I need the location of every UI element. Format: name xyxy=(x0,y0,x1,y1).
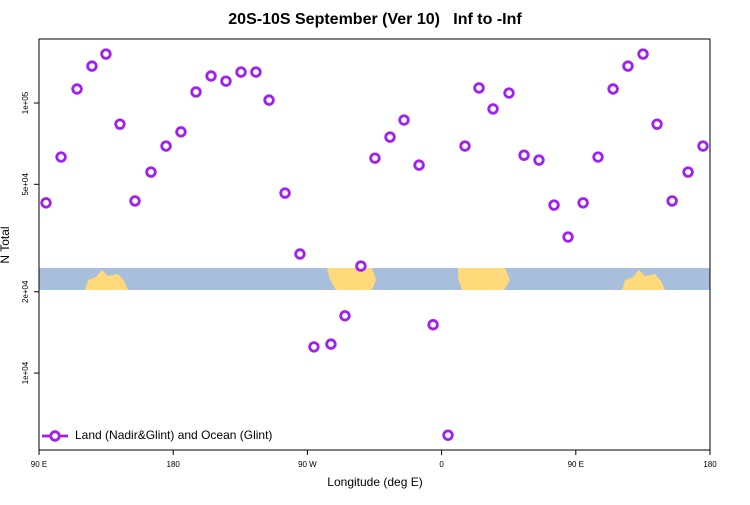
y-tick-label: 1e+04 xyxy=(21,361,30,384)
point xyxy=(263,94,275,106)
legend-marker xyxy=(49,430,61,442)
y-tick-label: 2e+04 xyxy=(21,280,30,303)
point xyxy=(100,48,112,60)
point xyxy=(279,187,291,199)
point xyxy=(651,118,663,130)
point xyxy=(548,199,560,211)
x-tick-label: 90 W xyxy=(298,460,317,469)
point xyxy=(607,83,619,95)
point xyxy=(71,83,83,95)
point xyxy=(339,310,351,322)
point xyxy=(145,166,157,178)
point xyxy=(86,60,98,72)
point xyxy=(622,60,634,72)
legend-label: Land (Nadir&Glint) and Ocean (Glint) xyxy=(75,428,272,442)
point xyxy=(442,429,454,441)
point xyxy=(413,159,425,171)
point xyxy=(533,154,545,166)
point xyxy=(220,75,232,87)
point xyxy=(250,66,262,78)
x-tick-label: 90 E xyxy=(568,460,584,469)
map-band xyxy=(39,268,710,290)
point xyxy=(325,338,337,350)
point xyxy=(55,151,67,163)
point xyxy=(592,151,604,163)
x-tick-label: 180 xyxy=(703,460,717,469)
point xyxy=(577,197,589,209)
point xyxy=(697,140,709,152)
point xyxy=(427,319,439,331)
point xyxy=(473,82,485,94)
point xyxy=(190,86,202,98)
point xyxy=(235,66,247,78)
chart-title: 20S-10S September (Ver 10) Inf to -Inf xyxy=(228,11,522,28)
x-tick-label: 90 E xyxy=(31,460,47,469)
x-axis-label: Longitude (deg E) xyxy=(327,475,422,489)
point xyxy=(175,126,187,138)
point xyxy=(384,131,396,143)
point xyxy=(308,341,320,353)
x-tick-label: 0 xyxy=(439,460,444,469)
point xyxy=(487,103,499,115)
plot-frame xyxy=(38,38,711,451)
y-axis-label: N Total xyxy=(0,226,12,263)
point xyxy=(355,260,367,272)
point xyxy=(666,195,678,207)
point xyxy=(459,140,471,152)
point xyxy=(637,48,649,60)
point xyxy=(205,70,217,82)
point xyxy=(398,114,410,126)
y-tick-label: 5e+04 xyxy=(21,173,30,196)
x-tick-label: 180 xyxy=(167,460,181,469)
point xyxy=(114,118,126,130)
point xyxy=(294,248,306,260)
point xyxy=(160,140,172,152)
y-tick-label: 1e+05 xyxy=(21,91,30,114)
point xyxy=(503,87,515,99)
point xyxy=(682,166,694,178)
point xyxy=(40,197,52,209)
point xyxy=(369,152,381,164)
point xyxy=(562,231,574,243)
point xyxy=(129,195,141,207)
point xyxy=(518,149,530,161)
